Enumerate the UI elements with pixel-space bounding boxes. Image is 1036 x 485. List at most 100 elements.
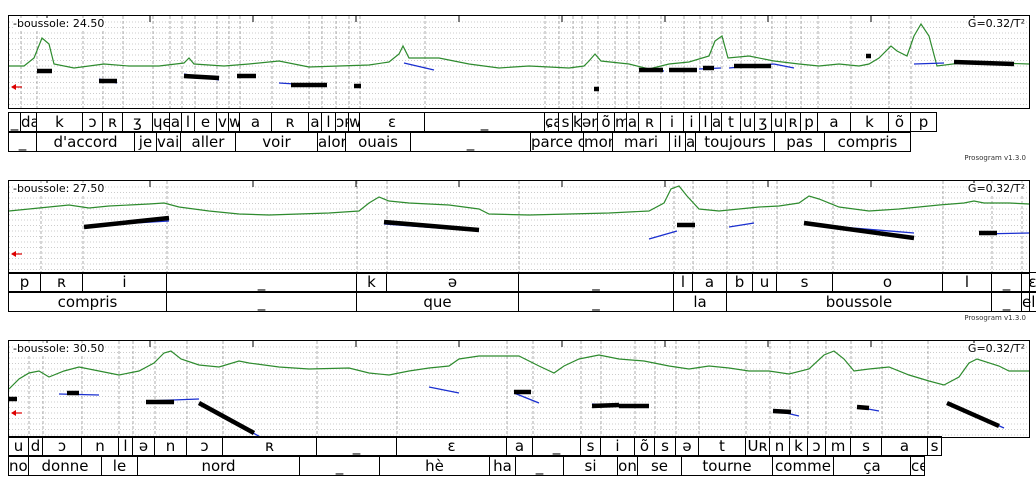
intensity-contour bbox=[9, 22, 1029, 70]
intensity-contour bbox=[9, 350, 1029, 390]
phone-label: n bbox=[769, 436, 789, 456]
word-label: le bbox=[101, 456, 137, 476]
stylized-pitch-segment bbox=[946, 400, 1000, 429]
stylized-pitch-segment bbox=[83, 215, 170, 230]
glissando-threshold-label: G=0.32/T² bbox=[967, 17, 1025, 30]
word-label: ce bbox=[910, 456, 924, 476]
word-label: la bbox=[673, 292, 726, 312]
stylized-pitch-segment bbox=[591, 402, 620, 409]
word-label: _ bbox=[991, 292, 1021, 312]
phone-label: b bbox=[726, 272, 752, 292]
word-label: compris bbox=[8, 292, 166, 312]
phone-label: s bbox=[776, 272, 832, 292]
reference-arrow-head-icon bbox=[11, 251, 16, 257]
phone-label: _ bbox=[991, 272, 1021, 292]
phone-label: a bbox=[711, 112, 721, 132]
word-label: nous bbox=[8, 456, 28, 476]
phone-label: _ bbox=[316, 436, 396, 456]
word-label: que bbox=[356, 292, 518, 312]
raw-pitch-segment bbox=[648, 230, 678, 240]
raw-pitch-segment bbox=[513, 392, 540, 404]
phone-label: ɕa bbox=[544, 112, 558, 132]
phone-label: ʀ bbox=[638, 112, 660, 132]
stylized-pitch-segment bbox=[856, 404, 870, 411]
raw-pitch-segment bbox=[913, 62, 945, 65]
phone-label: _ bbox=[518, 272, 673, 292]
phone-label: k bbox=[850, 112, 888, 132]
phone-label: u bbox=[740, 112, 754, 132]
word-label: ha bbox=[489, 456, 515, 476]
word-label: compris bbox=[824, 132, 910, 152]
tier-end-border bbox=[1029, 272, 1030, 292]
reference-arrow-head-icon bbox=[11, 410, 16, 416]
phone-label: t bbox=[698, 436, 745, 456]
phone-label: v bbox=[216, 112, 228, 132]
word-label: aller bbox=[180, 132, 235, 152]
word-label: comme bbox=[772, 456, 833, 476]
phone-label: ə bbox=[132, 436, 154, 456]
phone-label: _ bbox=[532, 436, 580, 456]
phone-label: ɛ bbox=[359, 112, 424, 132]
phone-label: Uʀ bbox=[745, 436, 769, 456]
raw-pitch-segment bbox=[728, 222, 755, 228]
tier-end-border bbox=[1029, 292, 1030, 312]
phone-label: a bbox=[626, 112, 638, 132]
panel-time-label: -boussole: 24.50 bbox=[13, 17, 105, 30]
phone-label: i bbox=[683, 112, 699, 132]
phone-label: k bbox=[572, 112, 581, 132]
prosogram-version-label: Prosogram v1.3.0 bbox=[964, 314, 1026, 322]
word-tier-1: _d'accordjevaisallervoiralorsouais_parce… bbox=[8, 132, 1030, 152]
phone-label: ʀ bbox=[222, 436, 316, 456]
phone-label: ə bbox=[675, 436, 698, 456]
phone-label: a bbox=[239, 112, 271, 132]
stylized-pitch-segment bbox=[197, 401, 256, 435]
word-label: je bbox=[134, 132, 156, 152]
phone-label: ɥe bbox=[152, 112, 169, 132]
phone-label: u bbox=[752, 272, 776, 292]
pitch-plot-1: -boussole: 24.50 G=0.32/T² bbox=[8, 15, 1030, 109]
tier-end-border bbox=[910, 132, 911, 152]
word-label: voir bbox=[235, 132, 317, 152]
phone-label: w bbox=[348, 112, 359, 132]
pitch-plot-svg-1 bbox=[9, 16, 1029, 108]
word-label: mon bbox=[583, 132, 612, 152]
phone-label: õ bbox=[634, 436, 654, 456]
word-label: pas bbox=[774, 132, 824, 152]
phone-label: a bbox=[881, 436, 927, 456]
pitch-plot-2: -boussole: 27.50 G=0.32/T² bbox=[8, 180, 1030, 274]
word-label: _ bbox=[515, 456, 563, 476]
phone-label: ʀ bbox=[785, 112, 800, 132]
phone-label: ə bbox=[386, 272, 518, 292]
phone-label: k bbox=[789, 436, 807, 456]
stylized-pitch-segment bbox=[383, 219, 480, 233]
word-label: _ bbox=[8, 132, 36, 152]
glissando-threshold-label: G=0.32/T² bbox=[967, 182, 1025, 195]
phone-label: s bbox=[558, 112, 572, 132]
tier-end-border bbox=[924, 456, 925, 476]
phone-label: m bbox=[825, 436, 850, 456]
word-label: on bbox=[617, 456, 637, 476]
phone-label: l bbox=[118, 436, 132, 456]
raw-pitch-segment bbox=[428, 386, 460, 394]
word-label: toujours bbox=[695, 132, 774, 152]
word-label: hè bbox=[379, 456, 489, 476]
word-label: nord bbox=[137, 456, 299, 476]
word-label: vais bbox=[156, 132, 180, 152]
word-label: _ bbox=[410, 132, 530, 152]
word-label: d'accord bbox=[36, 132, 134, 152]
phone-label: l bbox=[321, 112, 335, 132]
phone-label: u bbox=[771, 112, 785, 132]
stylized-pitch-segment bbox=[772, 408, 792, 415]
word-label: donne bbox=[28, 456, 101, 476]
phone-label: i bbox=[660, 112, 683, 132]
word-label: ouais bbox=[345, 132, 410, 152]
word-label: _ bbox=[166, 292, 356, 312]
word-label: a bbox=[685, 132, 695, 152]
word-label: _ bbox=[299, 456, 379, 476]
word-label: si bbox=[563, 456, 617, 476]
phone-label: ɛ bbox=[396, 436, 506, 456]
phone-label: əm bbox=[581, 112, 597, 132]
phone-label: l bbox=[699, 112, 711, 132]
word-label: il bbox=[669, 132, 685, 152]
